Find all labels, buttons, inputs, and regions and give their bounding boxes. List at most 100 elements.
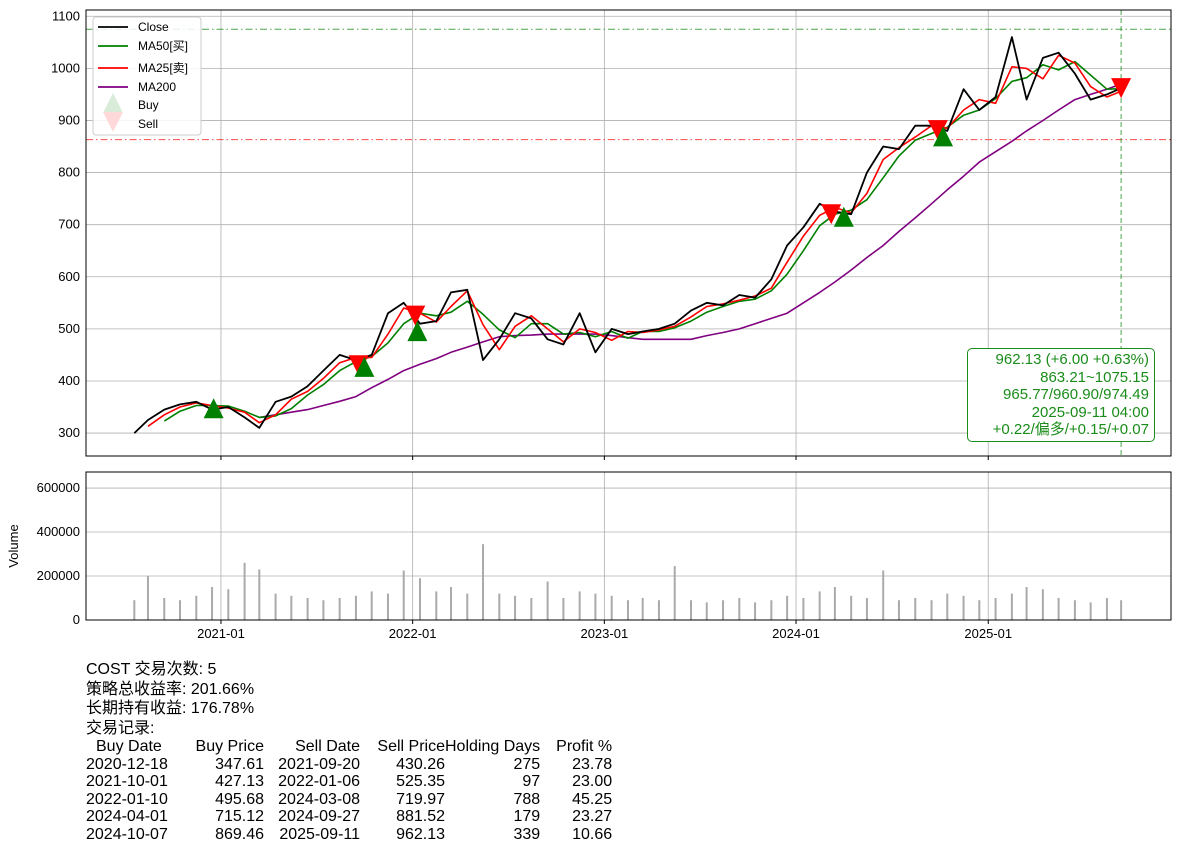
price-info-box: 962.13 (+6.00 +0.63%) 863.21~1075.15 965… xyxy=(967,348,1155,442)
trade-count: COST 交易次数: 5 xyxy=(86,661,217,678)
volume-bar xyxy=(498,593,501,620)
buy-hold-return: 长期持有收益: 176.78% xyxy=(86,700,255,717)
price-tick-label: 700 xyxy=(58,217,80,232)
trade-records-label: 交易记录: xyxy=(86,719,155,737)
volume-bar xyxy=(578,591,581,620)
volume-bar xyxy=(1120,600,1123,620)
price-tick-label: 300 xyxy=(58,425,80,440)
volume-bar xyxy=(370,591,373,620)
volume-bar xyxy=(211,587,214,620)
trade-cell: 2024-03-08 xyxy=(278,790,360,808)
volume-bar xyxy=(274,593,277,620)
trade-cell: 23.78 xyxy=(572,755,613,773)
volume-bar xyxy=(1041,589,1044,620)
trade-cell: 2022-01-10 xyxy=(86,790,168,808)
col-holding-days: Holding Days xyxy=(445,738,541,755)
volume-grid xyxy=(86,472,1171,621)
date-tick-label: 2023-01 xyxy=(580,626,628,641)
volume-bar xyxy=(689,600,692,620)
volume-bar xyxy=(610,595,613,620)
volume-bar xyxy=(1025,587,1028,620)
legend-label: MA50[买] xyxy=(138,39,188,53)
annotation-line: 863.21~1075.15 xyxy=(1040,368,1149,386)
ma200-line xyxy=(259,83,1122,419)
axis-ticks: 300 400 500 600 700 800 900 1000 1100 0 200000 4000… xyxy=(37,8,1012,641)
col-buy-date: Buy Date xyxy=(96,738,162,755)
volume-bar xyxy=(626,600,629,620)
volume-bar xyxy=(435,591,438,620)
volume-bar xyxy=(914,598,917,620)
trade-row: 2024-10-07 869.46 2025-09-11 962.13 339 10.66 xyxy=(86,826,612,844)
trade-cell: 275 xyxy=(513,755,541,773)
legend-label: Buy xyxy=(138,98,159,112)
price-tick-label: 500 xyxy=(58,321,80,336)
volume-bar xyxy=(1073,600,1076,620)
volume-bar xyxy=(850,595,853,620)
volume-bar xyxy=(146,576,149,620)
trade-cell: 23.00 xyxy=(572,773,613,790)
trade-cell: 427.13 xyxy=(215,773,264,790)
trade-cell: 2024-09-27 xyxy=(278,808,360,825)
legend-label: Sell xyxy=(138,117,158,131)
volume-bar xyxy=(386,593,389,620)
volume-bar xyxy=(978,600,981,620)
volume-bar xyxy=(722,600,725,620)
volume-bar xyxy=(882,570,885,620)
strategy-summary: COST 交易次数: 5 策略总收益率: 201.66% 长期持有收益: 176… xyxy=(86,660,612,843)
trade-cell: 715.12 xyxy=(215,808,264,825)
volume-bar xyxy=(1089,602,1092,620)
volume-bar xyxy=(514,595,517,620)
volume-bar xyxy=(657,600,660,620)
volume-bar xyxy=(994,598,997,620)
buy-marker xyxy=(833,206,854,227)
volume-bar xyxy=(802,598,805,620)
trade-table-header: Buy Date Buy Price Sell Date Sell Price … xyxy=(86,738,612,756)
trade-cell: 2022-01-06 xyxy=(278,773,360,790)
date-tick-label: 2025-01 xyxy=(964,626,1012,641)
volume-bar xyxy=(705,602,708,620)
volume-axes-frame xyxy=(85,471,1172,621)
date-tick-label: 2022-01 xyxy=(389,626,437,641)
price-tick-label: 800 xyxy=(58,165,80,180)
sell-marker xyxy=(927,120,948,141)
legend: Close MA50[买] MA25[卖] MA200 Buy Sell xyxy=(92,16,202,136)
volume-bar xyxy=(962,595,965,620)
legend-label: MA25[卖] xyxy=(138,61,188,75)
sell-marker xyxy=(821,204,842,225)
price-tick-label: 900 xyxy=(58,112,80,127)
volume-bar xyxy=(930,600,933,620)
volume-bar xyxy=(546,581,549,620)
trade-cell: 2025-09-11 xyxy=(279,825,360,843)
price-axes-frame xyxy=(85,9,1172,457)
trade-cell: 179 xyxy=(513,808,541,825)
volume-bar xyxy=(163,598,166,620)
volume-bar xyxy=(865,598,868,620)
trade-cell: 23.27 xyxy=(572,808,613,825)
date-tick-label: 2021-01 xyxy=(197,626,245,641)
buy-marker xyxy=(933,126,954,147)
trade-cell: 347.61 xyxy=(215,755,264,773)
legend-label: MA200 xyxy=(138,80,176,94)
trade-cell: 495.68 xyxy=(215,790,264,808)
trade-cell: 719.97 xyxy=(396,790,445,808)
volume-bar xyxy=(770,600,773,620)
volume-bar xyxy=(1057,598,1060,620)
volume-tick-label: 0 xyxy=(73,612,80,627)
buy-marker xyxy=(203,398,224,419)
volume-bar xyxy=(243,562,246,620)
volume-bar xyxy=(419,578,422,620)
col-profit: Profit % xyxy=(556,738,613,755)
volume-bar xyxy=(1010,593,1013,620)
buy-marker xyxy=(407,321,428,342)
volume-bar xyxy=(786,595,789,620)
volume-bar xyxy=(449,587,452,620)
price-tick-label: 1100 xyxy=(52,8,80,23)
trade-table: Buy Date Buy Price Sell Date Sell Price … xyxy=(86,738,612,843)
trade-cell: 97 xyxy=(522,773,541,790)
stock-chart: 300 400 500 600 700 800 900 1000 1100 0 200000 4000… xyxy=(6,8,1172,641)
trade-cell: 2024-04-01 xyxy=(86,808,168,825)
sell-marker xyxy=(405,305,426,326)
annotation-line: 2025-09-11 04:00 xyxy=(1031,403,1149,421)
volume-bar xyxy=(402,570,405,620)
volume-tick-label: 200000 xyxy=(37,568,80,583)
